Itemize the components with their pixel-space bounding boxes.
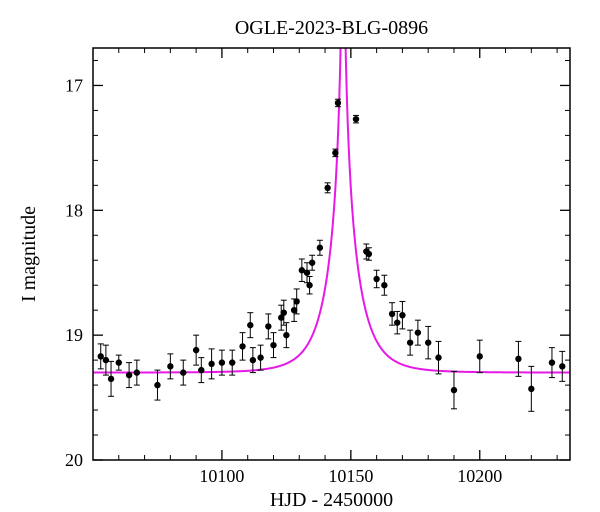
x-tick-label: 10100	[199, 466, 244, 486]
data-points	[98, 99, 566, 411]
x-axis-label: HJD - 2450000	[270, 489, 393, 511]
chart-title: OGLE-2023-BLG-0896	[235, 17, 428, 39]
model-curve	[93, 0, 570, 373]
y-tick-label: 18	[65, 200, 83, 220]
lightcurve-chart: 10100 10150 10200 17 18 19 20 OGLE-2023-BLG-089…	[0, 0, 600, 512]
y-tick-label: 20	[65, 450, 83, 470]
x-tick-label: 10200	[457, 466, 502, 486]
y-tick-label: 19	[65, 325, 83, 345]
plot-frame	[93, 48, 570, 460]
x-tick-label: 10150	[328, 466, 373, 486]
chart-svg: 10100 10150 10200 17 18 19 20 OGLE-2023-BLG-089…	[0, 0, 600, 512]
y-tick-label: 17	[65, 75, 83, 95]
y-axis-label: I magnitude	[18, 206, 40, 302]
